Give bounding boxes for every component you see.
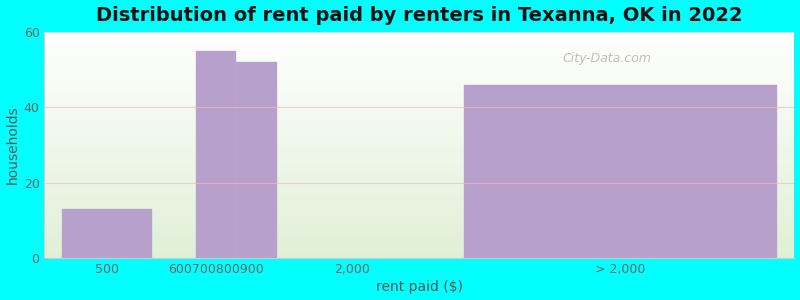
X-axis label: rent paid ($): rent paid ($) — [376, 280, 463, 294]
Y-axis label: households: households — [6, 106, 19, 184]
Text: City-Data.com: City-Data.com — [562, 52, 651, 65]
Bar — [237, 62, 277, 258]
Bar — [196, 51, 237, 258]
Bar — [464, 85, 777, 258]
Title: Distribution of rent paid by renters in Texanna, OK in 2022: Distribution of rent paid by renters in … — [96, 6, 742, 25]
Bar — [62, 209, 151, 258]
